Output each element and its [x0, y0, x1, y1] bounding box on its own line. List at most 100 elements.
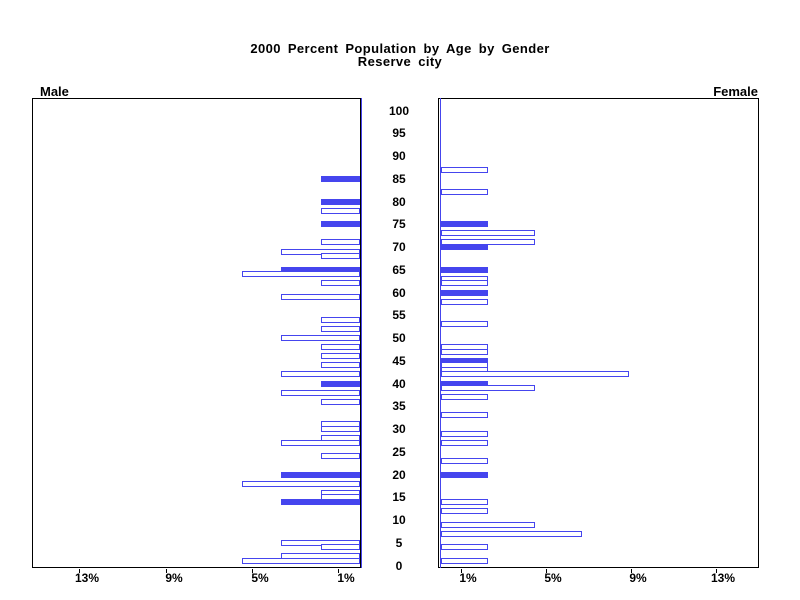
chart-subtitle: Reserve city — [357, 54, 443, 69]
bar-female-age-20 — [441, 472, 488, 478]
bar-male-age-18 — [242, 481, 360, 487]
bar-male-age-50 — [281, 335, 360, 341]
pct-label-male-13pct: 13% — [74, 571, 100, 585]
tick-male-13pct — [79, 569, 80, 573]
bar-female-age-39 — [441, 385, 535, 391]
bar-female-age-7 — [441, 531, 582, 537]
bar-male-age-75 — [321, 221, 360, 227]
bar-male-age-68 — [321, 253, 360, 259]
bar-female-age-70 — [441, 244, 488, 250]
pct-label-female-1pct: 1% — [459, 571, 477, 585]
bar-female-age-14 — [441, 499, 488, 505]
bar-female-age-75 — [441, 221, 488, 227]
tick-female-9pct — [631, 569, 632, 573]
bar-male-age-48 — [321, 344, 360, 350]
bar-female-age-65 — [441, 267, 488, 273]
bar-male-age-38 — [281, 390, 360, 396]
bar-male-age-4 — [321, 544, 360, 550]
bar-male-age-46 — [321, 353, 360, 359]
bar-male-age-1 — [242, 558, 360, 564]
bar-female-age-29 — [441, 431, 488, 437]
bar-female-age-60 — [441, 290, 488, 296]
bar-female-age-37 — [441, 394, 488, 400]
bar-female-age-12 — [441, 508, 488, 514]
bar-male-age-20 — [281, 472, 360, 478]
bar-female-age-71 — [441, 239, 535, 245]
bar-female-age-82 — [441, 189, 488, 195]
bar-female-age-27 — [441, 440, 488, 446]
bar-female-age-62 — [441, 280, 488, 286]
age-label-80: 80 — [392, 195, 406, 209]
bar-male-age-78 — [321, 208, 360, 214]
age-label-20: 20 — [392, 468, 406, 482]
female-side-label: Female — [713, 84, 758, 99]
age-label-5: 5 — [395, 536, 403, 550]
bar-male-age-44 — [321, 362, 360, 368]
bar-female-age-33 — [441, 412, 488, 418]
age-label-100: 100 — [388, 104, 410, 118]
bar-female-age-47 — [441, 349, 488, 355]
age-label-50: 50 — [392, 331, 406, 345]
bar-male-age-36 — [321, 399, 360, 405]
age-label-85: 85 — [392, 172, 406, 186]
pct-label-male-9pct: 9% — [165, 571, 183, 585]
bar-male-age-5 — [281, 540, 360, 546]
chart-title: 2000 Percent Population by Age by Gender — [250, 41, 550, 56]
bar-female-age-53 — [441, 321, 488, 327]
age-label-75: 75 — [392, 217, 406, 231]
male-chart-frame — [32, 98, 361, 568]
age-label-55: 55 — [392, 308, 406, 322]
bar-male-age-27 — [281, 440, 360, 446]
tick-male-1pct — [338, 569, 339, 573]
bar-male-age-52 — [321, 326, 360, 332]
age-label-65: 65 — [392, 263, 406, 277]
tick-female-1pct — [461, 569, 462, 573]
age-label-0: 0 — [395, 559, 403, 573]
bar-male-age-59 — [281, 294, 360, 300]
bar-male-age-71 — [321, 239, 360, 245]
bar-male-age-69 — [281, 249, 360, 255]
age-label-15: 15 — [392, 490, 406, 504]
bar-female-age-87 — [441, 167, 488, 173]
tick-male-9pct — [166, 569, 167, 573]
pct-label-female-13pct: 13% — [710, 571, 736, 585]
bar-male-age-80 — [321, 199, 360, 205]
tick-female-13pct — [716, 569, 717, 573]
tick-male-5pct — [252, 569, 253, 573]
bar-male-age-14 — [281, 499, 360, 505]
female-zero-axis-line — [440, 98, 441, 568]
bar-female-age-42 — [441, 371, 629, 377]
bar-female-age-4 — [441, 544, 488, 550]
bar-male-age-30 — [321, 426, 360, 432]
age-label-60: 60 — [392, 286, 406, 300]
age-label-35: 35 — [392, 399, 406, 413]
age-label-90: 90 — [392, 149, 406, 163]
bar-female-age-58 — [441, 299, 488, 305]
bar-male-age-54 — [321, 317, 360, 323]
female-chart-frame — [438, 98, 759, 568]
age-label-95: 95 — [392, 126, 406, 140]
male-zero-axis-line — [361, 98, 362, 568]
age-label-25: 25 — [392, 445, 406, 459]
age-label-40: 40 — [392, 377, 406, 391]
bar-male-age-64 — [242, 271, 360, 277]
male-side-label: Male — [40, 84, 69, 99]
pct-label-male-5pct: 5% — [251, 571, 269, 585]
pct-label-female-5pct: 5% — [544, 571, 562, 585]
bar-female-age-23 — [441, 458, 488, 464]
age-label-70: 70 — [392, 240, 406, 254]
bar-male-age-24 — [321, 453, 360, 459]
age-label-45: 45 — [392, 354, 406, 368]
bar-male-age-85 — [321, 176, 360, 182]
bar-male-age-62 — [321, 280, 360, 286]
bar-male-age-40 — [321, 381, 360, 387]
bar-female-age-1 — [441, 558, 488, 564]
bar-female-age-73 — [441, 230, 535, 236]
pct-label-female-9pct: 9% — [629, 571, 647, 585]
pct-label-male-1pct: 1% — [337, 571, 355, 585]
bar-male-age-42 — [281, 371, 360, 377]
tick-female-5pct — [546, 569, 547, 573]
age-label-30: 30 — [392, 422, 406, 436]
age-label-10: 10 — [392, 513, 406, 527]
